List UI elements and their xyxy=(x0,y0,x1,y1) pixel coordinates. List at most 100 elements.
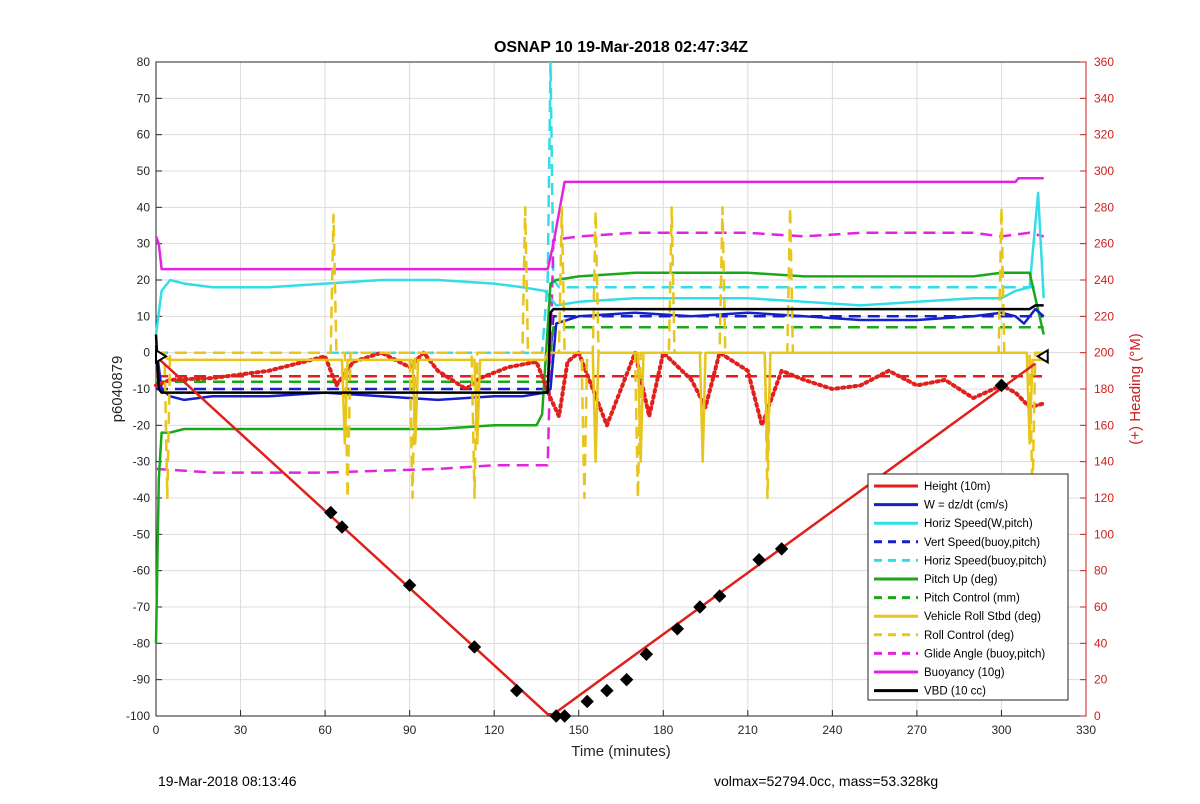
y-tick-label: 70 xyxy=(137,91,151,105)
y-tick-label: 10 xyxy=(137,309,151,323)
y2-tick-label: 260 xyxy=(1094,237,1114,251)
y-axis-label: p6040879 xyxy=(109,356,126,423)
series-w-dz-dt-cm-s xyxy=(154,307,1045,402)
y-tick-label: -70 xyxy=(133,600,151,614)
y2-tick-label: 320 xyxy=(1094,128,1114,142)
series-pitch-up-deg xyxy=(154,271,1045,644)
y-tick-label: 80 xyxy=(137,55,151,69)
y-tick-label: -80 xyxy=(133,636,151,650)
legend-label: Vert Speed(buoy,pitch) xyxy=(924,537,1040,549)
y-tick-label: -50 xyxy=(133,527,151,541)
x-tick-label: 150 xyxy=(569,723,589,737)
x-tick-label: 300 xyxy=(991,723,1011,737)
height-marker xyxy=(510,683,524,698)
height-marker xyxy=(335,520,349,534)
x-tick-label: 330 xyxy=(1076,723,1096,737)
series-vbd-10-cc xyxy=(154,304,1044,394)
legend-label: Vehicle Roll Stbd (deg) xyxy=(924,611,1041,623)
legend-label: Roll Control (deg) xyxy=(924,630,1014,642)
y2-axis-label: (+) Heading (°M) xyxy=(1127,333,1144,444)
x-tick-label: 30 xyxy=(234,723,248,737)
y-tick-label: -90 xyxy=(133,673,151,687)
footer-timestamp: 19-Mar-2018 08:13:46 xyxy=(158,773,297,789)
footer-vehicle-info: volmax=52794.0cc, mass=53.328kg xyxy=(714,773,939,789)
x-axis-label: Time (minutes) xyxy=(571,743,670,760)
x-tick-label: 60 xyxy=(318,723,332,737)
legend-label: VBD (10 cc) xyxy=(924,686,986,698)
height-marker xyxy=(693,600,707,614)
y2-tick-label: 300 xyxy=(1094,164,1114,178)
y2-tick-label: 340 xyxy=(1094,91,1114,105)
legend-label: Pitch Up (deg) xyxy=(924,574,998,586)
y2-tick-label: 80 xyxy=(1094,564,1108,578)
y-tick-label: 20 xyxy=(137,273,151,287)
series-horiz-speed-w-pitch xyxy=(154,191,1045,335)
y2-tick-label: 360 xyxy=(1094,55,1114,69)
height-marker xyxy=(402,578,417,592)
series-height-10m xyxy=(155,355,1037,716)
height-marker xyxy=(557,709,572,723)
series-heading xyxy=(154,350,1046,428)
y2-tick-label: 200 xyxy=(1094,346,1114,360)
series-buoyancy-10g xyxy=(154,177,1044,271)
y2-tick-label: 40 xyxy=(1094,636,1108,650)
y-tick-label: -20 xyxy=(133,418,151,432)
chart-title: OSNAP 10 19-Mar-2018 02:47:34Z xyxy=(494,39,748,56)
x-tick-label: 90 xyxy=(403,723,417,737)
legend-label: W = dz/dt (cm/s) xyxy=(924,500,1008,512)
y-tick-label: -100 xyxy=(126,709,150,723)
x-tick-label: 210 xyxy=(738,723,758,737)
series-vehicle-roll-stbd-deg xyxy=(155,351,1044,463)
y2-tick-label: 220 xyxy=(1094,309,1114,323)
y2-tick-label: 120 xyxy=(1094,491,1114,505)
y2-tick-label: 180 xyxy=(1094,382,1114,396)
y-tick-label: -40 xyxy=(133,491,151,505)
height-marker xyxy=(467,640,482,654)
legend-box xyxy=(867,473,1069,701)
series-pitch-control-mm xyxy=(156,325,1044,383)
y-tick-label: 40 xyxy=(137,200,151,214)
legend-label: Pitch Control (mm) xyxy=(924,593,1020,605)
y-tick-label: -60 xyxy=(133,564,151,578)
x-tick-label: 120 xyxy=(484,723,504,737)
x-tick-label: 180 xyxy=(653,723,673,737)
y-tick-label: 60 xyxy=(137,128,151,142)
height-marker xyxy=(752,553,766,567)
series-glide-angle-buoy-pitch xyxy=(155,231,1045,474)
y2-tick-label: 240 xyxy=(1094,273,1114,287)
height-marker xyxy=(994,378,1009,393)
legend-label: Height (10m) xyxy=(924,481,991,493)
legend-label: Buoyancy (10g) xyxy=(924,667,1005,679)
y2-tick-label: 140 xyxy=(1094,455,1114,469)
y-tick-label: -10 xyxy=(133,382,151,396)
series-roll-control-deg xyxy=(156,206,1044,500)
y2-tick-label: 60 xyxy=(1094,600,1108,614)
height-marker xyxy=(324,505,338,520)
height-marker xyxy=(670,622,685,636)
x-tick-label: 240 xyxy=(822,723,842,737)
height-marker xyxy=(712,589,727,603)
x-tick-label: 270 xyxy=(907,723,927,737)
y2-tick-label: 160 xyxy=(1094,418,1114,432)
y-tick-label: 50 xyxy=(137,164,151,178)
legend: Height (10m) W = dz/dt (cm/s) Horiz Speed(… xyxy=(867,473,1069,701)
height-marker xyxy=(600,683,614,698)
height-marker xyxy=(619,672,634,687)
height-marker xyxy=(774,542,789,556)
y-tick-label: 30 xyxy=(137,237,151,251)
endpoint-marker xyxy=(1035,348,1049,365)
y2-tick-label: 280 xyxy=(1094,200,1114,214)
y-tick-label: -30 xyxy=(133,455,151,469)
legend-label: Horiz Speed(buoy,pitch) xyxy=(924,555,1047,567)
y2-tick-label: 0 xyxy=(1094,709,1101,723)
y2-tick-label: 100 xyxy=(1094,527,1114,541)
legend-label: Glide Angle (buoy,pitch) xyxy=(924,648,1045,660)
endpoint-marker xyxy=(155,348,168,365)
y-tick-label: 0 xyxy=(143,346,150,360)
height-marker xyxy=(639,647,654,661)
x-tick-label: 0 xyxy=(153,723,160,737)
legend-label: Horiz Speed(W,pitch) xyxy=(924,518,1033,530)
y2-tick-label: 20 xyxy=(1094,673,1108,687)
height-marker xyxy=(580,694,594,709)
